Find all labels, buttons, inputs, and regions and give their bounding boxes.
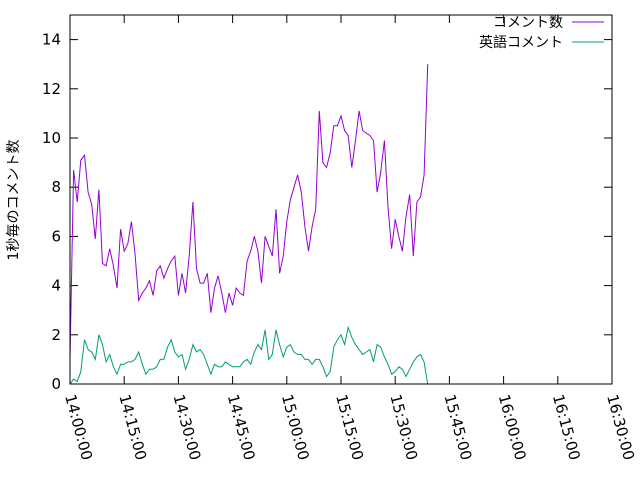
x-tick-label: 15:15:00 <box>332 392 367 462</box>
x-tick-label: 15:45:00 <box>441 392 476 462</box>
y-axis-label: 1秒毎のコメント数 <box>6 140 22 261</box>
series-layer <box>69 64 429 385</box>
x-tick-label: 14:15:00 <box>115 392 150 462</box>
legend-label-comment-count: コメント数 <box>493 15 563 31</box>
x-tick-label: 16:15:00 <box>549 392 584 462</box>
x-tick-label: 16:00:00 <box>495 392 530 462</box>
x-tick-label: 15:00:00 <box>278 392 313 462</box>
y-tick-label: 8 <box>51 178 61 196</box>
x-tick-label: 14:30:00 <box>170 392 205 462</box>
legend-label-english-comments: 英語コメント <box>479 34 563 51</box>
x-tick-label: 14:00:00 <box>61 392 96 462</box>
series-line-1 <box>69 325 429 385</box>
y-tick-label: 14 <box>42 31 61 49</box>
y-axis: 0 2 4 6 8 10 12 14 <box>42 31 612 393</box>
x-tick-label: 15:30:00 <box>386 392 421 462</box>
y-tick-label: 6 <box>51 227 61 245</box>
x-tick-label: 16:30:00 <box>603 392 638 462</box>
y-tick-label: 0 <box>51 375 61 393</box>
x-tick-label: 14:45:00 <box>224 392 259 462</box>
plot-frame <box>69 14 613 385</box>
x-axis: 14:00:00 14:15:00 14:30:00 14:45:00 15:00:00… <box>61 15 638 462</box>
y-tick-label: 4 <box>51 277 61 295</box>
y-tick-label: 10 <box>42 129 61 147</box>
legend: コメント数 英語コメント <box>479 15 604 51</box>
series-line-0 <box>69 64 429 360</box>
y-tick-label: 2 <box>51 326 61 344</box>
y-tick-label: 12 <box>42 80 61 98</box>
